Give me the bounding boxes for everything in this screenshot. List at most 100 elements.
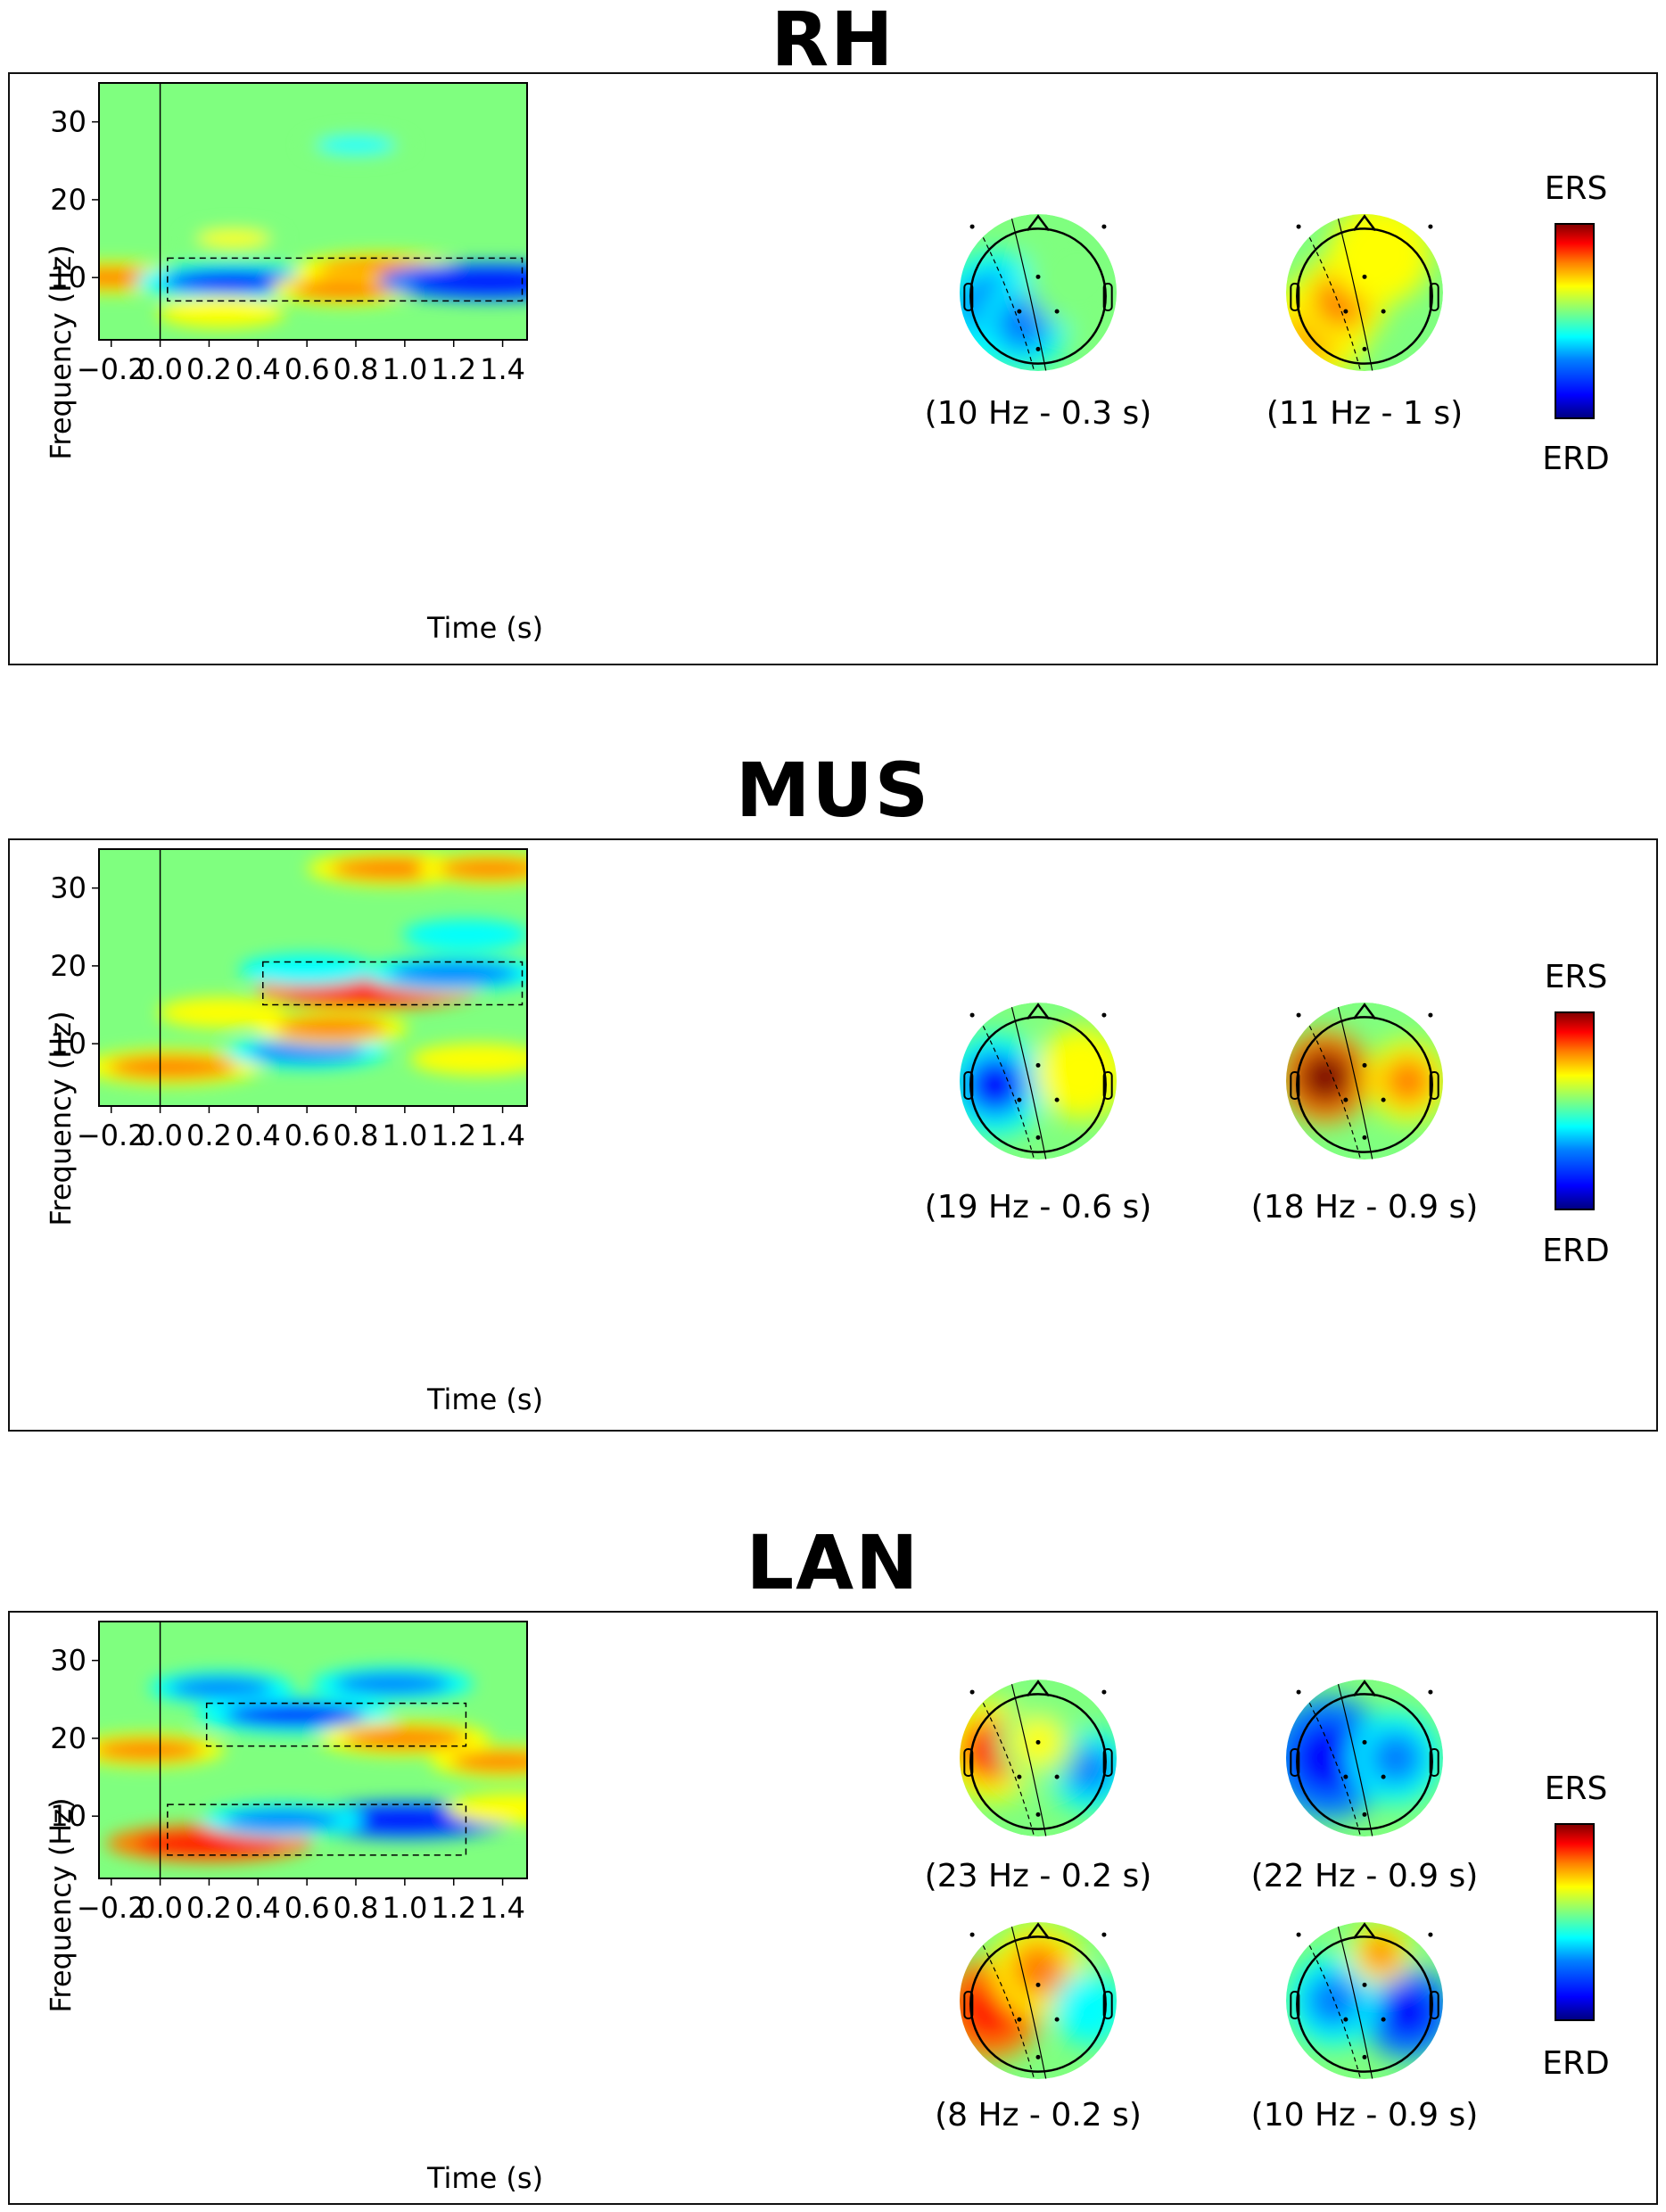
electrode-dot [1035, 1135, 1041, 1140]
topomap-blob [1067, 1986, 1111, 2031]
spectrogram-mus: Frequency (Hz) Time (s) −0.20.0 0.2 0.4 0.6… [44, 848, 543, 1416]
colorbar-bottom-label: ERD [1542, 441, 1609, 477]
electrode-dot [1343, 1097, 1348, 1102]
left-ear-icon [963, 1071, 974, 1100]
topomap-rh-2: (11 Hz - 1 s) [1266, 214, 1463, 432]
y-axis-label: Frequency (Hz) [44, 1797, 78, 2012]
heatmap-blob [176, 302, 268, 323]
x-tick-label: 1.0 [382, 1891, 427, 1925]
head-outline [969, 1693, 1107, 1830]
colorbar-gradient [1555, 223, 1595, 419]
panel-title-lan: LAN [746, 1519, 920, 1606]
panel-title-mus: MUS [735, 747, 931, 834]
plot-frame [98, 848, 528, 1107]
left-ear-icon [1290, 1748, 1300, 1777]
right-ear-icon [1429, 283, 1439, 311]
plot-frame [98, 82, 528, 341]
heatmap-blob [292, 278, 396, 300]
electrode-dot [1101, 1689, 1107, 1695]
heatmap-blob [99, 1739, 203, 1761]
highlight-box [262, 961, 524, 1006]
topomap-mus-1: (19 Hz - 0.6 s) [925, 1003, 1151, 1226]
colorbar-top-label: ERS [1545, 959, 1608, 995]
heatmap-blob [162, 269, 304, 293]
head-outline [969, 1936, 1107, 2073]
colorbar-bottom-label: ERD [1542, 1233, 1609, 1269]
heatmap-blob [224, 1809, 341, 1831]
right-ear-icon [1429, 1748, 1439, 1777]
electrode-dot [1343, 2017, 1348, 2022]
y-tick-label: 10 [50, 260, 87, 294]
electrode-dot [969, 1932, 975, 1937]
topomap-contour [982, 1945, 1035, 2079]
nose-icon [1353, 214, 1376, 232]
y-tick-label: 30 [50, 1644, 87, 1678]
topomap-caption: (11 Hz - 1 s) [1266, 395, 1463, 432]
left-ear-icon [1290, 1991, 1300, 2019]
head-outline [1296, 1693, 1433, 1830]
heatmap-blob [197, 229, 270, 248]
topomap-caption: (22 Hz - 0.9 s) [1251, 1858, 1479, 1894]
nose-icon [1353, 1922, 1376, 1940]
electrode-dot [1381, 309, 1386, 314]
x-tick-label: 0.6 [285, 1891, 330, 1925]
heatmap-blob [410, 268, 527, 294]
x-tick-label: −0.2 [77, 352, 146, 386]
y-axis-label: Frequency (Hz) [44, 244, 78, 459]
topomap-caption: (18 Hz - 0.9 s) [1251, 1189, 1479, 1226]
left-ear-icon [963, 1748, 974, 1777]
head-outline [969, 227, 1107, 365]
electrode-dot [1296, 1012, 1301, 1018]
topomap-blob [1379, 1984, 1437, 2041]
x-tick-label: 0.4 [235, 1891, 281, 1925]
heatmap-blob [276, 1018, 387, 1039]
x-tick-label: 0.8 [334, 1891, 379, 1925]
heatmap-blob [169, 1677, 274, 1698]
heatmap-blob [135, 1831, 283, 1856]
electrode-dot [1017, 1774, 1022, 1779]
x-tick-label: 0.4 [235, 352, 281, 386]
panel-title-rh: RH [771, 0, 895, 83]
heatmap-blob [343, 1727, 466, 1750]
topomap-blob [1297, 1048, 1354, 1106]
x-tick-label: 0.6 [285, 352, 330, 386]
electrode-dot [1362, 274, 1367, 279]
electrode-dot [1054, 309, 1060, 314]
topomap-blob [1348, 221, 1412, 285]
electrode-dot [1428, 224, 1433, 229]
x-tick-label: 0.2 [186, 1891, 232, 1925]
electrode-dot [1362, 346, 1367, 351]
heatmap-blob [258, 960, 356, 980]
heatmap-blob [108, 1055, 237, 1078]
electrode-dot [1035, 1062, 1041, 1068]
head-outline [969, 1016, 1107, 1153]
heatmap-blob [176, 1003, 268, 1023]
electrode-dot [1381, 1097, 1386, 1102]
electrode-dot [1296, 224, 1301, 229]
topomap-blob [1382, 1055, 1433, 1107]
topomap-lan-2: (22 Hz - 0.9 s) [1251, 1680, 1479, 1894]
electrode-dot [1296, 1932, 1301, 1937]
x-tick-label: −0.2 [77, 1118, 146, 1152]
electrode-dot [1017, 309, 1022, 314]
left-ear-icon [963, 283, 974, 311]
y-tick-label: 20 [50, 183, 87, 217]
heatmap-blob [450, 1751, 527, 1772]
electrode-dot [1035, 1739, 1041, 1745]
topomap-rh-1: (10 Hz - 0.3 s) [925, 214, 1151, 432]
x-tick-label: 0.6 [285, 1118, 330, 1152]
electrode-dot [1035, 274, 1041, 279]
x-tick-label: 1.0 [382, 1118, 427, 1152]
x-axis-label: Time (s) [426, 2161, 543, 2195]
left-ear-icon [963, 1991, 974, 2019]
right-ear-icon [1102, 1071, 1113, 1100]
right-ear-icon [1102, 283, 1113, 311]
topomap-contour [1308, 1945, 1362, 2079]
topomap-contour [1308, 1703, 1362, 1836]
topomap-contour [1308, 1026, 1362, 1160]
topomap-blob [1291, 1720, 1367, 1796]
heatmap-blob [389, 962, 518, 986]
heatmap-blob [334, 1672, 451, 1695]
electrode-dot [1035, 346, 1041, 351]
x-tick-label: 1.0 [382, 352, 427, 386]
